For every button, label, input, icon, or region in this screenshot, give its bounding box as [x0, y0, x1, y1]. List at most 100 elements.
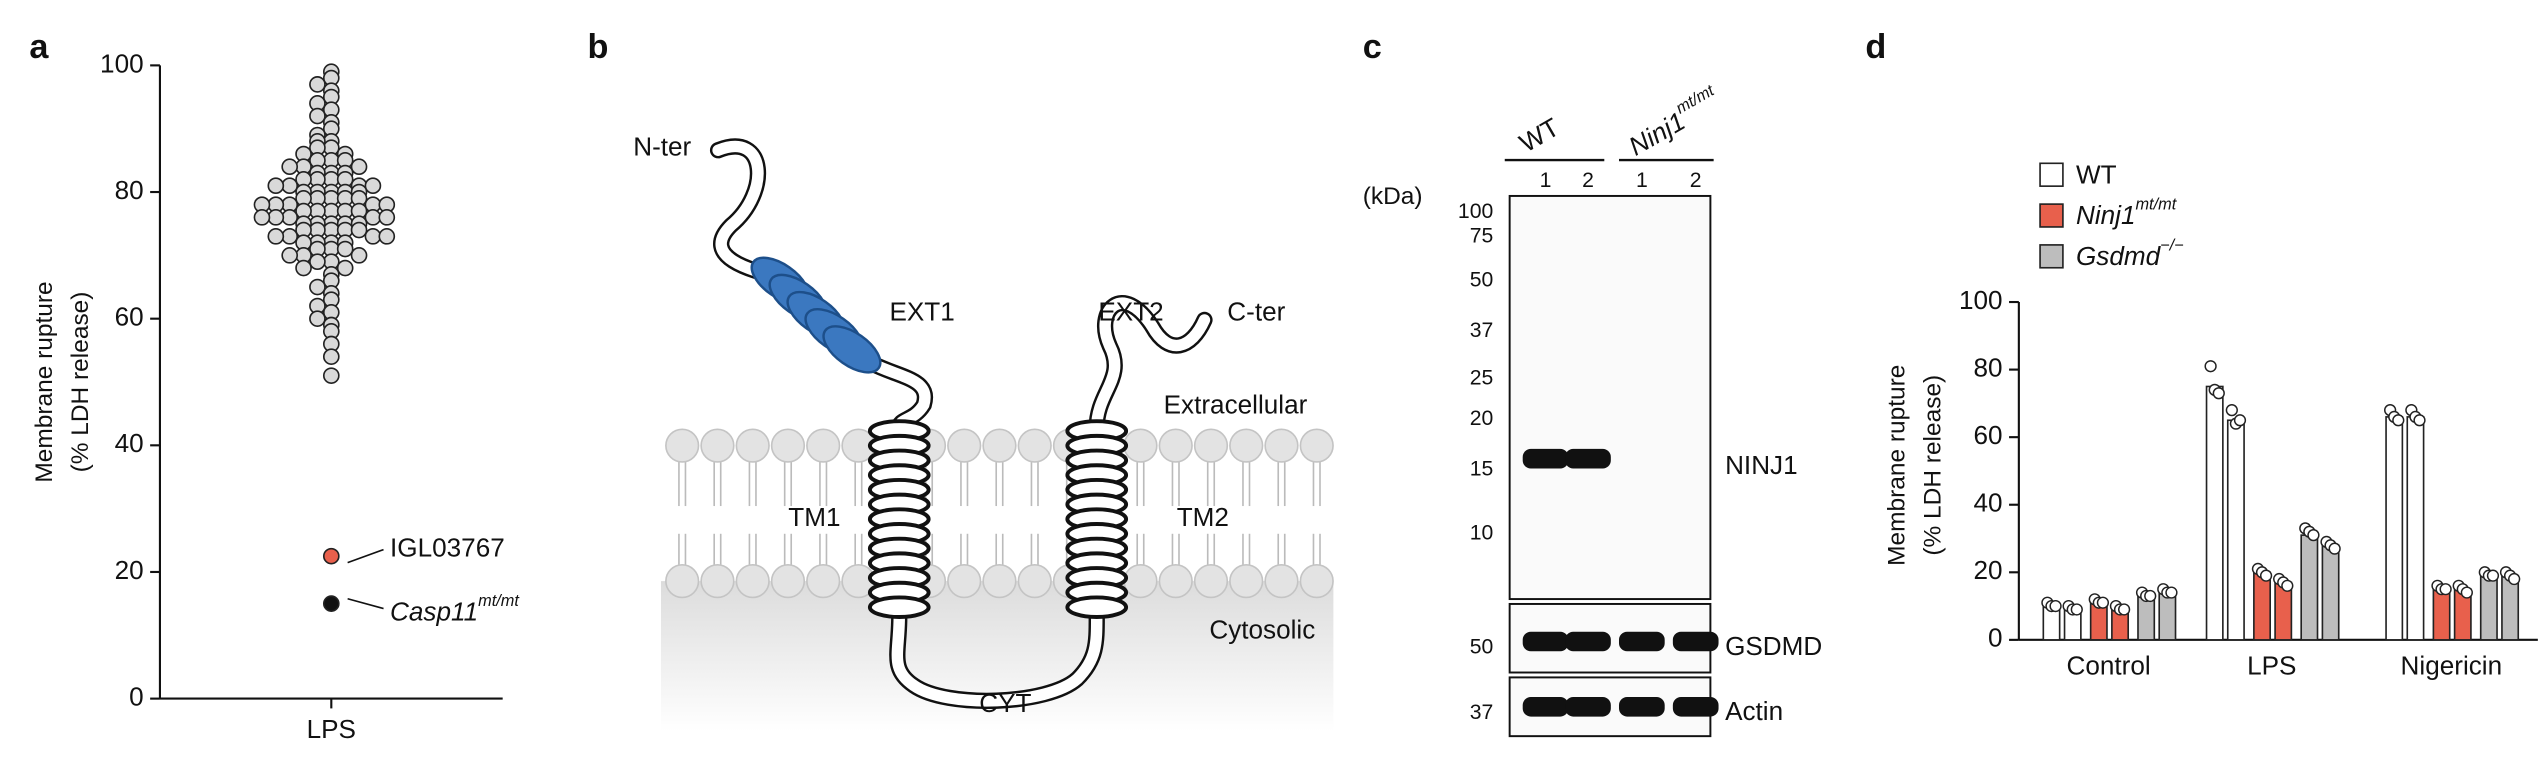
blot-membrane: [1508, 194, 1712, 601]
diagram-label: EXT1: [889, 296, 954, 326]
y-tick-label: 60: [1973, 420, 2002, 450]
group-label: WT: [1514, 112, 1564, 158]
marker-label: 10: [1470, 521, 1494, 544]
lane-label: 1: [1540, 169, 1552, 192]
y-axis-label: (% LDH release): [67, 292, 94, 473]
data-point: [281, 209, 299, 226]
lipid-head: [735, 428, 770, 463]
marker-label: 75: [1470, 224, 1494, 247]
lipid-head: [1158, 428, 1193, 463]
lipid-head: [665, 428, 700, 463]
membrane-diagram: N-ter EXT1 EXT2 C-ter Extracellular TM1 TM2 Cyt…: [633, 132, 1334, 732]
lipid-head: [665, 563, 700, 599]
data-point: [350, 158, 368, 176]
bar: [2479, 574, 2498, 641]
marker-label: 37: [1470, 701, 1494, 724]
group-label: Ninj1mt/mt: [1621, 81, 1726, 161]
legend-label: WT: [2076, 159, 2117, 189]
bar: [2226, 419, 2245, 641]
diagram-label: N-ter: [633, 132, 691, 162]
lipid-head: [770, 563, 806, 599]
lipid-head: [1229, 428, 1264, 463]
data-point: [281, 177, 299, 195]
lipid-head: [1299, 563, 1334, 599]
legend-label: Ninj1mt/mt: [2076, 196, 2178, 230]
group-label-sup: mt/mt: [1673, 81, 1719, 118]
bar: [2432, 588, 2451, 641]
replicate-point: [2212, 387, 2225, 400]
lane-label: 1: [1636, 169, 1648, 192]
x-tick-label: LPS: [307, 714, 356, 744]
legend-swatch: [2039, 244, 2064, 269]
data-point: [378, 228, 396, 245]
lipid-head: [770, 428, 806, 463]
y-axis-label: Membrane rupture: [1884, 365, 1911, 566]
bar: [2253, 571, 2271, 641]
blot-band: [1618, 631, 1665, 652]
data-point: [378, 209, 396, 226]
band-label: Actin: [1725, 696, 1783, 726]
diagram-label: TM2: [1177, 502, 1229, 532]
bar: [2321, 544, 2340, 641]
lipid-head: [1264, 563, 1299, 599]
lipid-head: [806, 428, 841, 463]
marker-label: 50: [1470, 268, 1494, 291]
legend-label: Gsdmd−/−: [2076, 237, 2184, 271]
ext1-helix-turn: [822, 325, 882, 374]
diagram-label: EXT2: [1098, 296, 1163, 326]
replicate-point: [2070, 603, 2083, 616]
blot-band: [1565, 448, 1611, 469]
protein-chain: [891, 611, 1103, 707]
data-point: [281, 228, 299, 245]
blot-band: [1565, 631, 1611, 652]
replicate-point: [2307, 529, 2320, 542]
legend-swatch: [2039, 203, 2064, 228]
lipid-head: [982, 563, 1017, 599]
replicate-point: [2439, 583, 2452, 596]
data-point: [322, 367, 340, 384]
marker-label: 25: [1470, 366, 1494, 389]
data-point: [309, 76, 326, 93]
bar: [2300, 534, 2319, 641]
y-tick-label: 20: [1973, 555, 2002, 585]
data-point: [364, 209, 382, 226]
data-point: [295, 259, 312, 277]
data-point: [309, 107, 326, 125]
legend-label-main: Gsdmd: [2076, 241, 2162, 271]
lipid-head: [700, 428, 735, 463]
replicate-point: [2259, 569, 2273, 582]
bar: [2406, 416, 2425, 641]
band-label: NINJ1: [1725, 450, 1798, 480]
data-point: [253, 209, 271, 226]
lipid-head: [700, 563, 735, 599]
lipid-head: [735, 563, 770, 599]
highlight-label-main: Casp11: [390, 596, 478, 626]
blot-band: [1522, 631, 1569, 652]
lane-label: 2: [1690, 169, 1702, 192]
replicate-point: [2486, 569, 2500, 582]
data-point: [267, 177, 285, 195]
lipid-head: [1123, 428, 1158, 463]
lipid-head: [1158, 563, 1193, 599]
replicate-point: [2117, 603, 2131, 616]
replicate-point: [2328, 542, 2341, 555]
leader-line: [347, 597, 384, 610]
data-point: [267, 209, 285, 226]
lane-label: 2: [1582, 169, 1594, 192]
replicate-point: [2281, 579, 2294, 592]
y-tick-label: 100: [1959, 285, 2003, 315]
marker-label: 100: [1458, 200, 1493, 223]
legend-label-sup: −/−: [2160, 237, 2184, 255]
lipid-head: [947, 563, 982, 599]
replicate-point: [2165, 586, 2178, 599]
lipid-head: [982, 428, 1017, 463]
replicate-point: [2508, 572, 2521, 586]
replicate-point: [2392, 414, 2405, 427]
protein-chain: [1091, 297, 1211, 434]
y-tick-label: 60: [115, 302, 144, 332]
bar: [2137, 595, 2156, 641]
blot-band: [1565, 696, 1611, 717]
data-point: [364, 177, 382, 195]
protein-chain: [712, 140, 786, 284]
y-tick-label: 40: [115, 428, 144, 458]
